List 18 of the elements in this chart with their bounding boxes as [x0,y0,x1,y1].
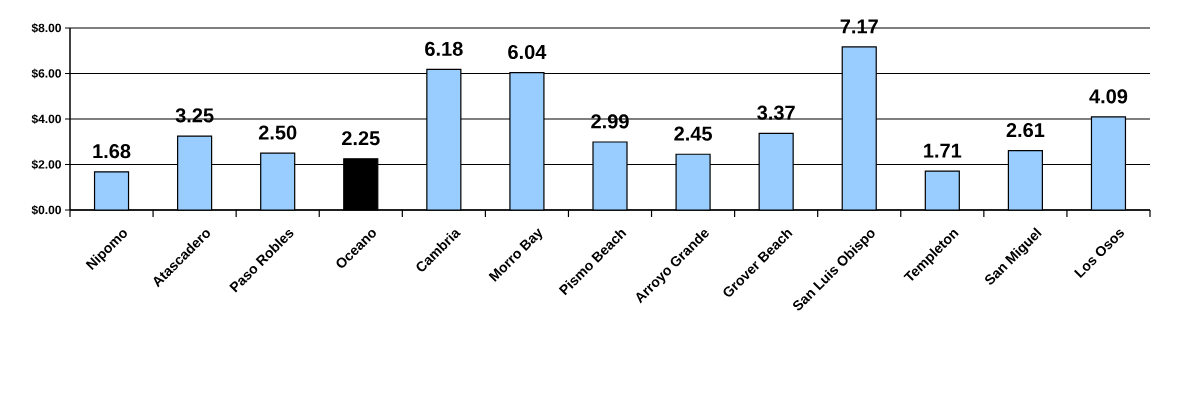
data-label: 2.99 [591,114,629,129]
y-tick-label: $2.00 [31,159,61,170]
data-label: 3.25 [175,108,214,123]
data-label: 6.04 [508,44,547,60]
y-tick-label: $6.00 [31,68,61,79]
y-tick-label: $4.00 [31,114,61,124]
data-label: 3.37 [757,105,795,120]
data-label: 6.18 [425,41,463,56]
data-label: 1.68 [93,144,131,159]
data-label: 1.71 [924,143,962,158]
data-label: 2.45 [674,126,712,141]
data-label: 7.17 [840,19,878,34]
data-label: 4.09 [1089,89,1128,104]
data-label: 2.25 [342,131,380,146]
data-label: 2.61 [1006,122,1045,138]
y-tick-label: $0.00 [31,205,61,215]
y-tick-label: $8.00 [31,23,61,33]
data-label: 2.50 [258,125,297,140]
